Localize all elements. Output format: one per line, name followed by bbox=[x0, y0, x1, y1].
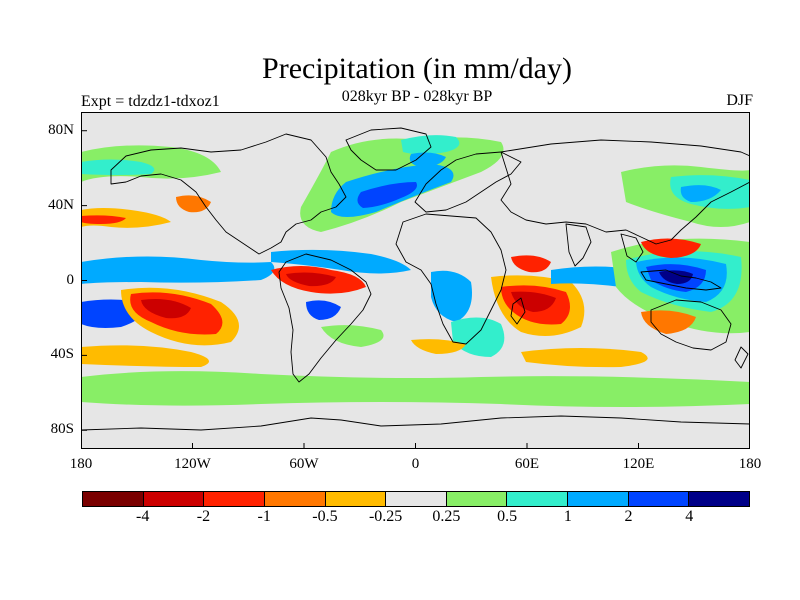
plot-subtitle: 028kyr BP - 028kyr BP bbox=[341, 88, 493, 105]
lon-tick-label: 120E bbox=[622, 456, 655, 472]
map-ticks bbox=[81, 130, 750, 449]
colorbar-label: 0.25 bbox=[432, 508, 461, 525]
colorbar-box bbox=[386, 492, 447, 506]
coast-madagascar bbox=[510, 297, 526, 325]
colorbar-label: 0.5 bbox=[497, 508, 518, 525]
lon-tick-label: 180 bbox=[738, 456, 762, 472]
southern-africa-teal bbox=[451, 317, 505, 357]
southern-ocean-green bbox=[81, 371, 750, 407]
colorbar-box bbox=[204, 492, 265, 506]
australia-orange bbox=[641, 310, 696, 334]
lon-tick-label: 60E bbox=[514, 456, 540, 472]
coast-new-zealand bbox=[734, 346, 749, 369]
lon-tick-label: 180 bbox=[69, 456, 93, 472]
colorbar-label: -1 bbox=[257, 508, 271, 525]
iceland-blue bbox=[409, 152, 446, 167]
colorbar-label: 1 bbox=[563, 508, 572, 525]
equatorial-pacific-blue bbox=[81, 256, 275, 284]
colorbar-box bbox=[507, 492, 569, 506]
coast-indonesia bbox=[640, 269, 722, 291]
colorbar-box bbox=[325, 492, 387, 506]
colorbar-label: 2 bbox=[624, 508, 633, 525]
coastlines bbox=[81, 127, 750, 431]
north-pacific-positive bbox=[81, 159, 155, 175]
north-pacific-red bbox=[81, 215, 126, 224]
colorbar-label: 4 bbox=[685, 508, 694, 525]
arabian-sea-red bbox=[511, 255, 551, 273]
coast-southeast-asia bbox=[620, 233, 644, 263]
plot-title: Precipitation (in mm/day) bbox=[262, 52, 572, 85]
south-indian-orange bbox=[521, 348, 648, 368]
coast-north-america bbox=[110, 133, 347, 255]
ne-pacific-red bbox=[176, 195, 211, 213]
colorbar-box bbox=[143, 492, 205, 506]
brazil-blue bbox=[306, 300, 341, 320]
colorbar-label: -2 bbox=[196, 508, 211, 525]
coast-antarctica bbox=[81, 415, 750, 431]
coast-greenland bbox=[345, 127, 432, 171]
lat-tick-label: 80N bbox=[48, 121, 74, 138]
west-pacific-red bbox=[641, 238, 701, 258]
lon-tick-label: 60W bbox=[289, 456, 319, 472]
lat-tick-label: 0 bbox=[66, 271, 75, 288]
amazon-core bbox=[286, 272, 336, 287]
south-atlantic-green bbox=[321, 325, 384, 347]
lat-tick-label: 40S bbox=[50, 346, 74, 363]
africa-blue bbox=[431, 270, 472, 322]
colorbar-box bbox=[83, 492, 144, 506]
colorbar-label: -0.25 bbox=[368, 508, 403, 525]
south-pacific-core bbox=[141, 299, 191, 319]
colorbar-box bbox=[689, 492, 750, 506]
colorbar-label: -4 bbox=[136, 508, 150, 525]
precipitation-map bbox=[81, 112, 750, 449]
colorbar-box bbox=[628, 492, 690, 506]
coast-south-america bbox=[278, 253, 372, 383]
coast-australia bbox=[650, 299, 732, 351]
coast-africa bbox=[395, 213, 507, 345]
coast-india bbox=[565, 223, 592, 267]
southern-ocean-orange bbox=[81, 345, 209, 367]
coast-europe bbox=[414, 151, 522, 213]
experiment-label: Expt = tdzdz1-tdxoz1 bbox=[81, 93, 220, 110]
lon-tick-label: 120W bbox=[174, 456, 211, 472]
lat-tick-label: 40N bbox=[48, 196, 74, 213]
colorbar bbox=[82, 491, 750, 507]
colorbar-box bbox=[568, 492, 629, 506]
lon-tick-label: 0 bbox=[411, 456, 420, 472]
indian-ocean-core bbox=[511, 291, 556, 312]
maritime-continent-deep bbox=[659, 270, 693, 284]
equatorial-atlantic-blue bbox=[271, 249, 411, 274]
japan-blue bbox=[680, 185, 721, 202]
precip-anomaly-fields bbox=[81, 135, 750, 407]
north-atlantic-core bbox=[357, 182, 417, 208]
colorbar-label: -0.5 bbox=[312, 508, 338, 525]
coast-asia bbox=[500, 139, 750, 245]
colorbar-box bbox=[446, 492, 508, 506]
colorbar-box bbox=[264, 492, 326, 506]
lat-tick-label: 80S bbox=[50, 421, 74, 438]
south-atlantic-orange bbox=[411, 339, 466, 354]
season-label: DJF bbox=[726, 92, 753, 109]
